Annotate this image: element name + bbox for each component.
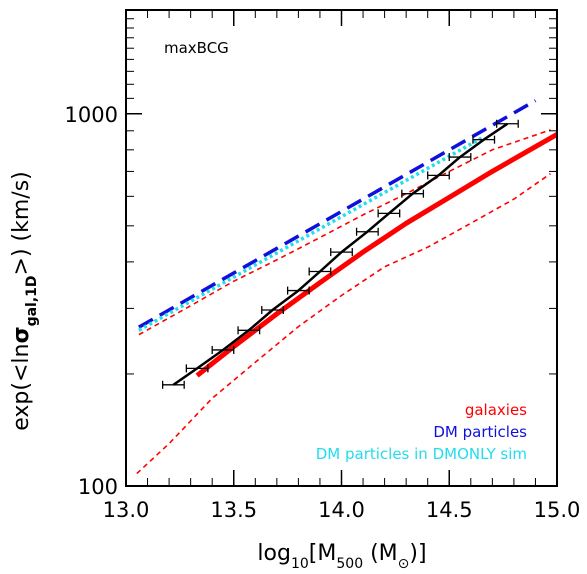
y-tick-label: 100 — [78, 475, 118, 499]
legend-entry-galaxies: galaxies — [465, 401, 527, 419]
x-tick-label: 14.5 — [426, 498, 473, 522]
x-tick-label: 15.0 — [534, 498, 581, 522]
legend-entry-dm-particles-in-dmonly-sim: DM particles in DMONLY sim — [316, 445, 527, 463]
x-tick-label: 14.0 — [318, 498, 365, 522]
x-axis-label: log10[M500 (M⊙)] — [257, 541, 426, 572]
series-line-galaxies — [195, 132, 557, 378]
series-line-dm-particles — [138, 99, 537, 329]
y-axis-label: exp(<lnσgal,1D>) (km/s) — [9, 171, 40, 431]
x-tick-label: 13.0 — [103, 498, 150, 522]
legend: galaxies DM particles DM particles in DMON… — [316, 401, 527, 463]
axes: 13.0 13.5 14.0 14.5 15.0 100 1000 — [65, 9, 581, 522]
series-line-dm-particles-in-dmonly-sim — [138, 136, 483, 332]
legend-entry-dm-particles: DM particles — [433, 423, 527, 441]
x-tick-label: 13.5 — [210, 498, 257, 522]
annotation-maxbcg: maxBCG — [164, 39, 229, 57]
series-line-maxbcg — [172, 122, 509, 386]
series-group — [136, 99, 557, 475]
series-line-galaxies-upper-scatter — [138, 129, 551, 336]
y-tick-label: 1000 — [65, 103, 118, 127]
plot-area — [136, 99, 557, 475]
series-line-galaxies-lower-scatter — [136, 173, 551, 475]
